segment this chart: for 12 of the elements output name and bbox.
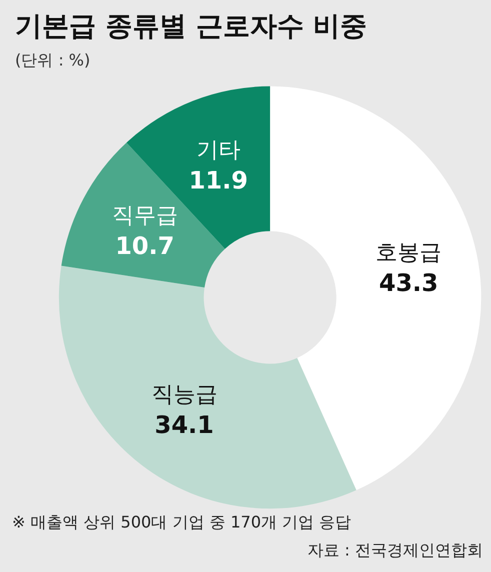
slice-label: 기타 — [196, 138, 240, 164]
slice-label: 호봉급 — [376, 240, 442, 266]
chart-title: 기본급 종류별 근로자수 비중 — [15, 11, 368, 42]
data-label: 34.1 — [154, 411, 214, 440]
text: ※ 매출액 상위 500대 기업 중 170개 기업 응답 — [12, 512, 352, 532]
slice-label: 직능급 — [151, 382, 218, 408]
data-label: 43.3 — [379, 268, 438, 297]
text: 자료 : 전국경제인연합회 — [307, 540, 483, 560]
chart-subtitle: (단위 : %) — [15, 50, 90, 70]
slice-label: 직무급 — [112, 204, 178, 229]
data-label: 11.9 — [188, 166, 248, 195]
data-label: 10.7 — [115, 232, 174, 260]
